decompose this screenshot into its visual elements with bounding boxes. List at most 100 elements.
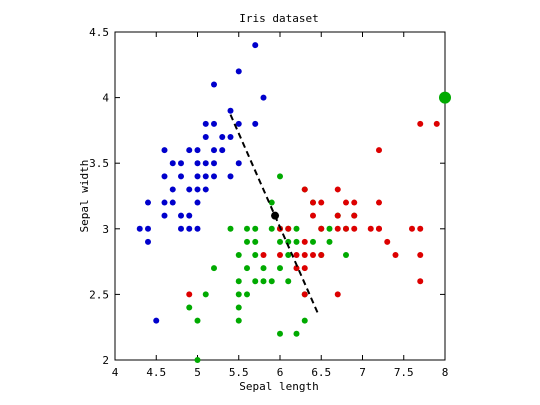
data-point-series-3 (384, 238, 391, 245)
data-point-series-1 (235, 68, 242, 75)
data-point-series-1 (252, 42, 259, 49)
dashed-line (229, 114, 320, 316)
data-point-series-2 (244, 225, 250, 232)
data-point-series-3 (318, 199, 325, 206)
data-point-series-1 (178, 225, 184, 232)
data-point-series-3 (417, 225, 424, 232)
data-point-series-3 (417, 120, 424, 127)
data-point-series-1 (202, 186, 209, 193)
x-tick-label: 4 (112, 366, 119, 379)
data-point-series-3 (433, 120, 440, 127)
data-point-series-2 (277, 238, 283, 245)
data-point-series-2 (277, 265, 283, 272)
data-point-series-1 (178, 160, 184, 167)
data-point-series-1 (178, 212, 184, 219)
data-point-series-1 (219, 133, 226, 140)
data-point-series-1 (194, 225, 201, 232)
data-point-series-3 (351, 199, 358, 206)
data-point-series-1 (169, 186, 176, 193)
data-point-series-2 (252, 225, 259, 232)
data-point-series-1 (211, 147, 217, 154)
data-point-series-2 (285, 278, 292, 285)
data-point-series-2 (252, 238, 259, 245)
data-point-series-1 (211, 81, 217, 88)
x-tick-label: 7 (359, 366, 366, 379)
y-tick-label: 4.5 (89, 26, 109, 39)
data-point-series-2 (202, 291, 209, 298)
data-point-series-3 (293, 265, 300, 272)
x-tick-label: 8 (442, 366, 449, 379)
data-point-series-1 (194, 199, 201, 206)
data-point-series-2 (235, 291, 242, 298)
data-point-series-1 (252, 120, 259, 127)
data-point-series-1 (235, 120, 242, 127)
data-point-series-2 (277, 330, 283, 337)
y-tick-label: 3.5 (89, 157, 109, 170)
data-point-series-3 (301, 252, 308, 259)
data-point-series-2 (211, 265, 217, 272)
data-point-series-1 (178, 173, 184, 180)
data-point-series-2 (260, 278, 267, 285)
x-tick-label: 6 (277, 366, 284, 379)
data-point-series-2 (252, 252, 259, 259)
data-point-series-3 (367, 225, 374, 232)
data-point-series-3 (392, 252, 399, 259)
data-point-series-1 (145, 225, 151, 232)
data-point-series-1 (194, 186, 201, 193)
data-point-series-1 (211, 160, 217, 167)
data-point-series-3 (301, 186, 308, 193)
data-point-series-3 (343, 199, 349, 206)
y-tick-label: 2 (102, 354, 109, 367)
data-point-series-3 (417, 278, 424, 285)
data-point-series-3 (334, 186, 341, 193)
chart-title: Iris dataset (239, 12, 318, 25)
data-point-series-1 (227, 107, 234, 114)
y-axis-label: Sepal width (78, 160, 91, 233)
x-tick-label: 6.5 (311, 366, 331, 379)
data-point-series-1 (161, 212, 168, 219)
data-point-series-3 (334, 225, 341, 232)
data-point-series-3 (417, 252, 424, 259)
data-point-series-1 (194, 147, 201, 154)
data-point-series-1 (211, 120, 217, 127)
y-tick-label: 4 (102, 92, 109, 105)
x-tick-label: 7.5 (394, 366, 414, 379)
data-point-series-2 (326, 238, 333, 245)
data-point-series-1 (161, 173, 168, 180)
data-point-series-3 (351, 225, 358, 232)
data-point-series-3 (277, 252, 283, 259)
y-tick-label: 3 (102, 223, 109, 236)
data-point-series-3 (310, 199, 316, 206)
y-tick-label: 2.5 (89, 288, 109, 301)
data-point-series-3 (186, 291, 193, 298)
data-point-series-1 (194, 160, 201, 167)
center-point (271, 211, 280, 220)
data-point-series-1 (186, 147, 193, 154)
data-point-series-2 (244, 291, 250, 298)
x-tick-label: 4.5 (146, 366, 166, 379)
data-point-series-3 (301, 265, 308, 272)
data-point-series-1 (227, 133, 234, 140)
data-point-series-1 (169, 199, 176, 206)
data-point-series-2 (301, 317, 308, 324)
data-point-series-1 (153, 317, 160, 324)
data-point-series-1 (161, 199, 168, 206)
data-point-series-2 (244, 238, 250, 245)
data-point-series-2 (293, 225, 300, 232)
highlight-point (439, 91, 451, 104)
data-point-series-2 (268, 278, 275, 285)
data-point-series-1 (161, 147, 168, 154)
data-point-series-2 (293, 238, 300, 245)
data-point-series-1 (202, 160, 209, 167)
data-point-series-1 (186, 186, 193, 193)
data-point-series-2 (326, 225, 333, 232)
x-axis-label: Sepal length (239, 380, 318, 393)
data-point-series-3 (318, 225, 325, 232)
data-point-series-1 (169, 160, 176, 167)
data-point-series-1 (202, 133, 209, 140)
data-point-series-3 (343, 225, 349, 232)
data-point-series-1 (219, 147, 226, 154)
data-point-series-1 (145, 238, 151, 245)
data-point-series-3 (285, 225, 292, 232)
